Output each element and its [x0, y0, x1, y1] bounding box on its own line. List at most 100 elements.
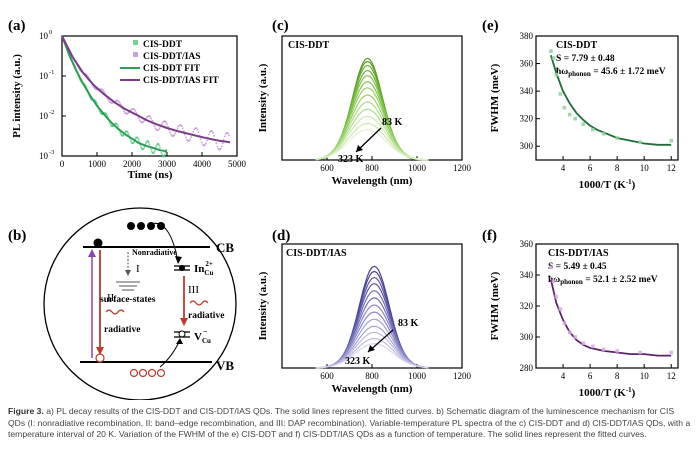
- decay-data-point: [107, 98, 109, 101]
- x-tick-label: 800: [365, 163, 379, 173]
- decay-data-point: [168, 128, 170, 131]
- fwhm-cis-ddt-chart: CIS-DDT S = 7.79 ± 0.48 ħωphonon = 45.6 …: [489, 31, 679, 191]
- decay-data-point: [192, 130, 195, 133]
- decay-data-point: [92, 86, 95, 88]
- cb-label: CB: [216, 240, 234, 255]
- decay-data-point: [210, 130, 212, 132]
- decay-data-point: [132, 108, 135, 110]
- decay-data-point: [164, 151, 167, 153]
- label-roman-1: I: [136, 263, 140, 275]
- decay-data-point: [142, 121, 144, 124]
- hole-trap-arrowhead: [176, 338, 183, 344]
- phonon-subscript: phonon: [560, 278, 583, 286]
- phonon-value: = 52.1 ± 2.52 meV: [583, 275, 658, 285]
- decay-data-point: [117, 125, 119, 128]
- decay-data-point: [115, 123, 118, 125]
- panel-label-d: (d): [272, 228, 290, 244]
- hole: [129, 368, 139, 378]
- decay-data-point: [99, 110, 101, 113]
- electron-trap-arrow: [149, 222, 179, 263]
- decay-data-point: [164, 120, 166, 123]
- decay-data-point: [130, 108, 133, 111]
- decay-data-point: [134, 110, 137, 112]
- decay-data-point: [139, 120, 142, 123]
- decay-data-point: [196, 128, 199, 131]
- decay-data-point: [87, 76, 90, 78]
- y-tick-label: 10: [39, 151, 49, 161]
- y-tick-label: 360: [520, 59, 534, 69]
- legend-label-cis-ddt-ias: CIS-DDT/IAS: [143, 52, 201, 62]
- decay-data-point: [104, 92, 106, 95]
- decay-data-point: [155, 146, 157, 149]
- decay-data-point: [122, 108, 124, 110]
- fwhm-data-point: [573, 335, 578, 339]
- decay-data-point: [117, 100, 120, 103]
- sample-label: CIS-DDT: [288, 40, 329, 51]
- fwhm-data-point: [615, 349, 619, 353]
- x-tick-label: 10: [640, 371, 650, 381]
- decay-data-point: [111, 102, 114, 104]
- fwhm-data-point: [591, 344, 595, 349]
- hbar-omega: ħω: [556, 67, 568, 77]
- decay-data-point: [94, 88, 97, 90]
- decay-data-point: [143, 120, 145, 123]
- legend: CIS-DDT CIS-DDT/IAS CIS-DDT FIT CIS-DDT/…: [120, 40, 219, 86]
- excitation-arrowhead: [88, 249, 96, 257]
- nonradiative-label: Nonradiative: [132, 248, 177, 257]
- decay-data-point: [218, 148, 221, 151]
- y-tick-label: 380: [520, 31, 534, 41]
- decay-data-point: [217, 147, 220, 150]
- x-tick-label: 8: [615, 371, 620, 381]
- fwhm-data-point: [638, 140, 642, 144]
- decay-data-point: [152, 152, 155, 154]
- decay-data-point: [140, 146, 142, 148]
- decay-data-point: [194, 127, 197, 130]
- decay-data-point: [162, 121, 164, 124]
- y-tick-exponent: 0: [49, 29, 52, 36]
- fwhm-data-point: [551, 56, 556, 60]
- decay-data-point: [209, 131, 211, 133]
- decay-data-point: [93, 87, 96, 90]
- fwhm-data-point: [601, 132, 606, 136]
- decay-data-point: [130, 141, 133, 143]
- decay-data-point: [193, 128, 196, 131]
- decay-data-point: [120, 103, 122, 106]
- fwhm-data-point: [581, 341, 586, 345]
- y-tick-label: 340: [520, 270, 534, 280]
- plot-frame: [535, 35, 679, 161]
- decay-data-point: [167, 125, 169, 128]
- radiative-label-iii: radiative: [188, 311, 224, 321]
- x-axis-label: 1000/T (K-1): [579, 178, 636, 191]
- decay-data-point: [205, 142, 207, 145]
- x-tick-label: 5000: [228, 159, 247, 169]
- decay-data-point: [138, 119, 141, 122]
- x-tick-label: 1000: [408, 163, 427, 173]
- decay-data-point: [137, 137, 140, 140]
- decay-data-point: [155, 144, 158, 147]
- legend-marker-cis-ddt: [133, 40, 138, 45]
- fwhm-data-point: [591, 127, 595, 132]
- x-label-sup: -1: [626, 386, 632, 394]
- y-axis-label: Intensity (a.u.): [257, 63, 269, 132]
- decay-data-point: [116, 124, 119, 126]
- decay-data-point: [108, 121, 111, 124]
- decay-data-point: [195, 127, 198, 130]
- phonon-subscript: phonon: [568, 70, 591, 78]
- fwhm-data-point: [669, 350, 674, 355]
- decay-data-point: [135, 112, 138, 114]
- decay-data-point: [95, 88, 98, 91]
- fwhm-data-point: [562, 105, 567, 110]
- decay-data-point: [133, 108, 136, 111]
- temperature-arrowhead: [356, 145, 363, 152]
- x-axis-label: Time (ns): [128, 169, 173, 181]
- decay-data-point: [165, 148, 168, 151]
- fwhm-data-point: [669, 138, 674, 143]
- sample-label: CIS-DDT/IAS: [286, 248, 347, 259]
- decay-data-point: [123, 110, 125, 112]
- decay-data-point: [151, 119, 154, 122]
- decay-data-point: [221, 142, 224, 145]
- decay-data-point: [143, 145, 146, 148]
- decay-data-point: [158, 144, 161, 147]
- decay-data-point: [142, 148, 144, 151]
- decay-data-point: [189, 138, 191, 141]
